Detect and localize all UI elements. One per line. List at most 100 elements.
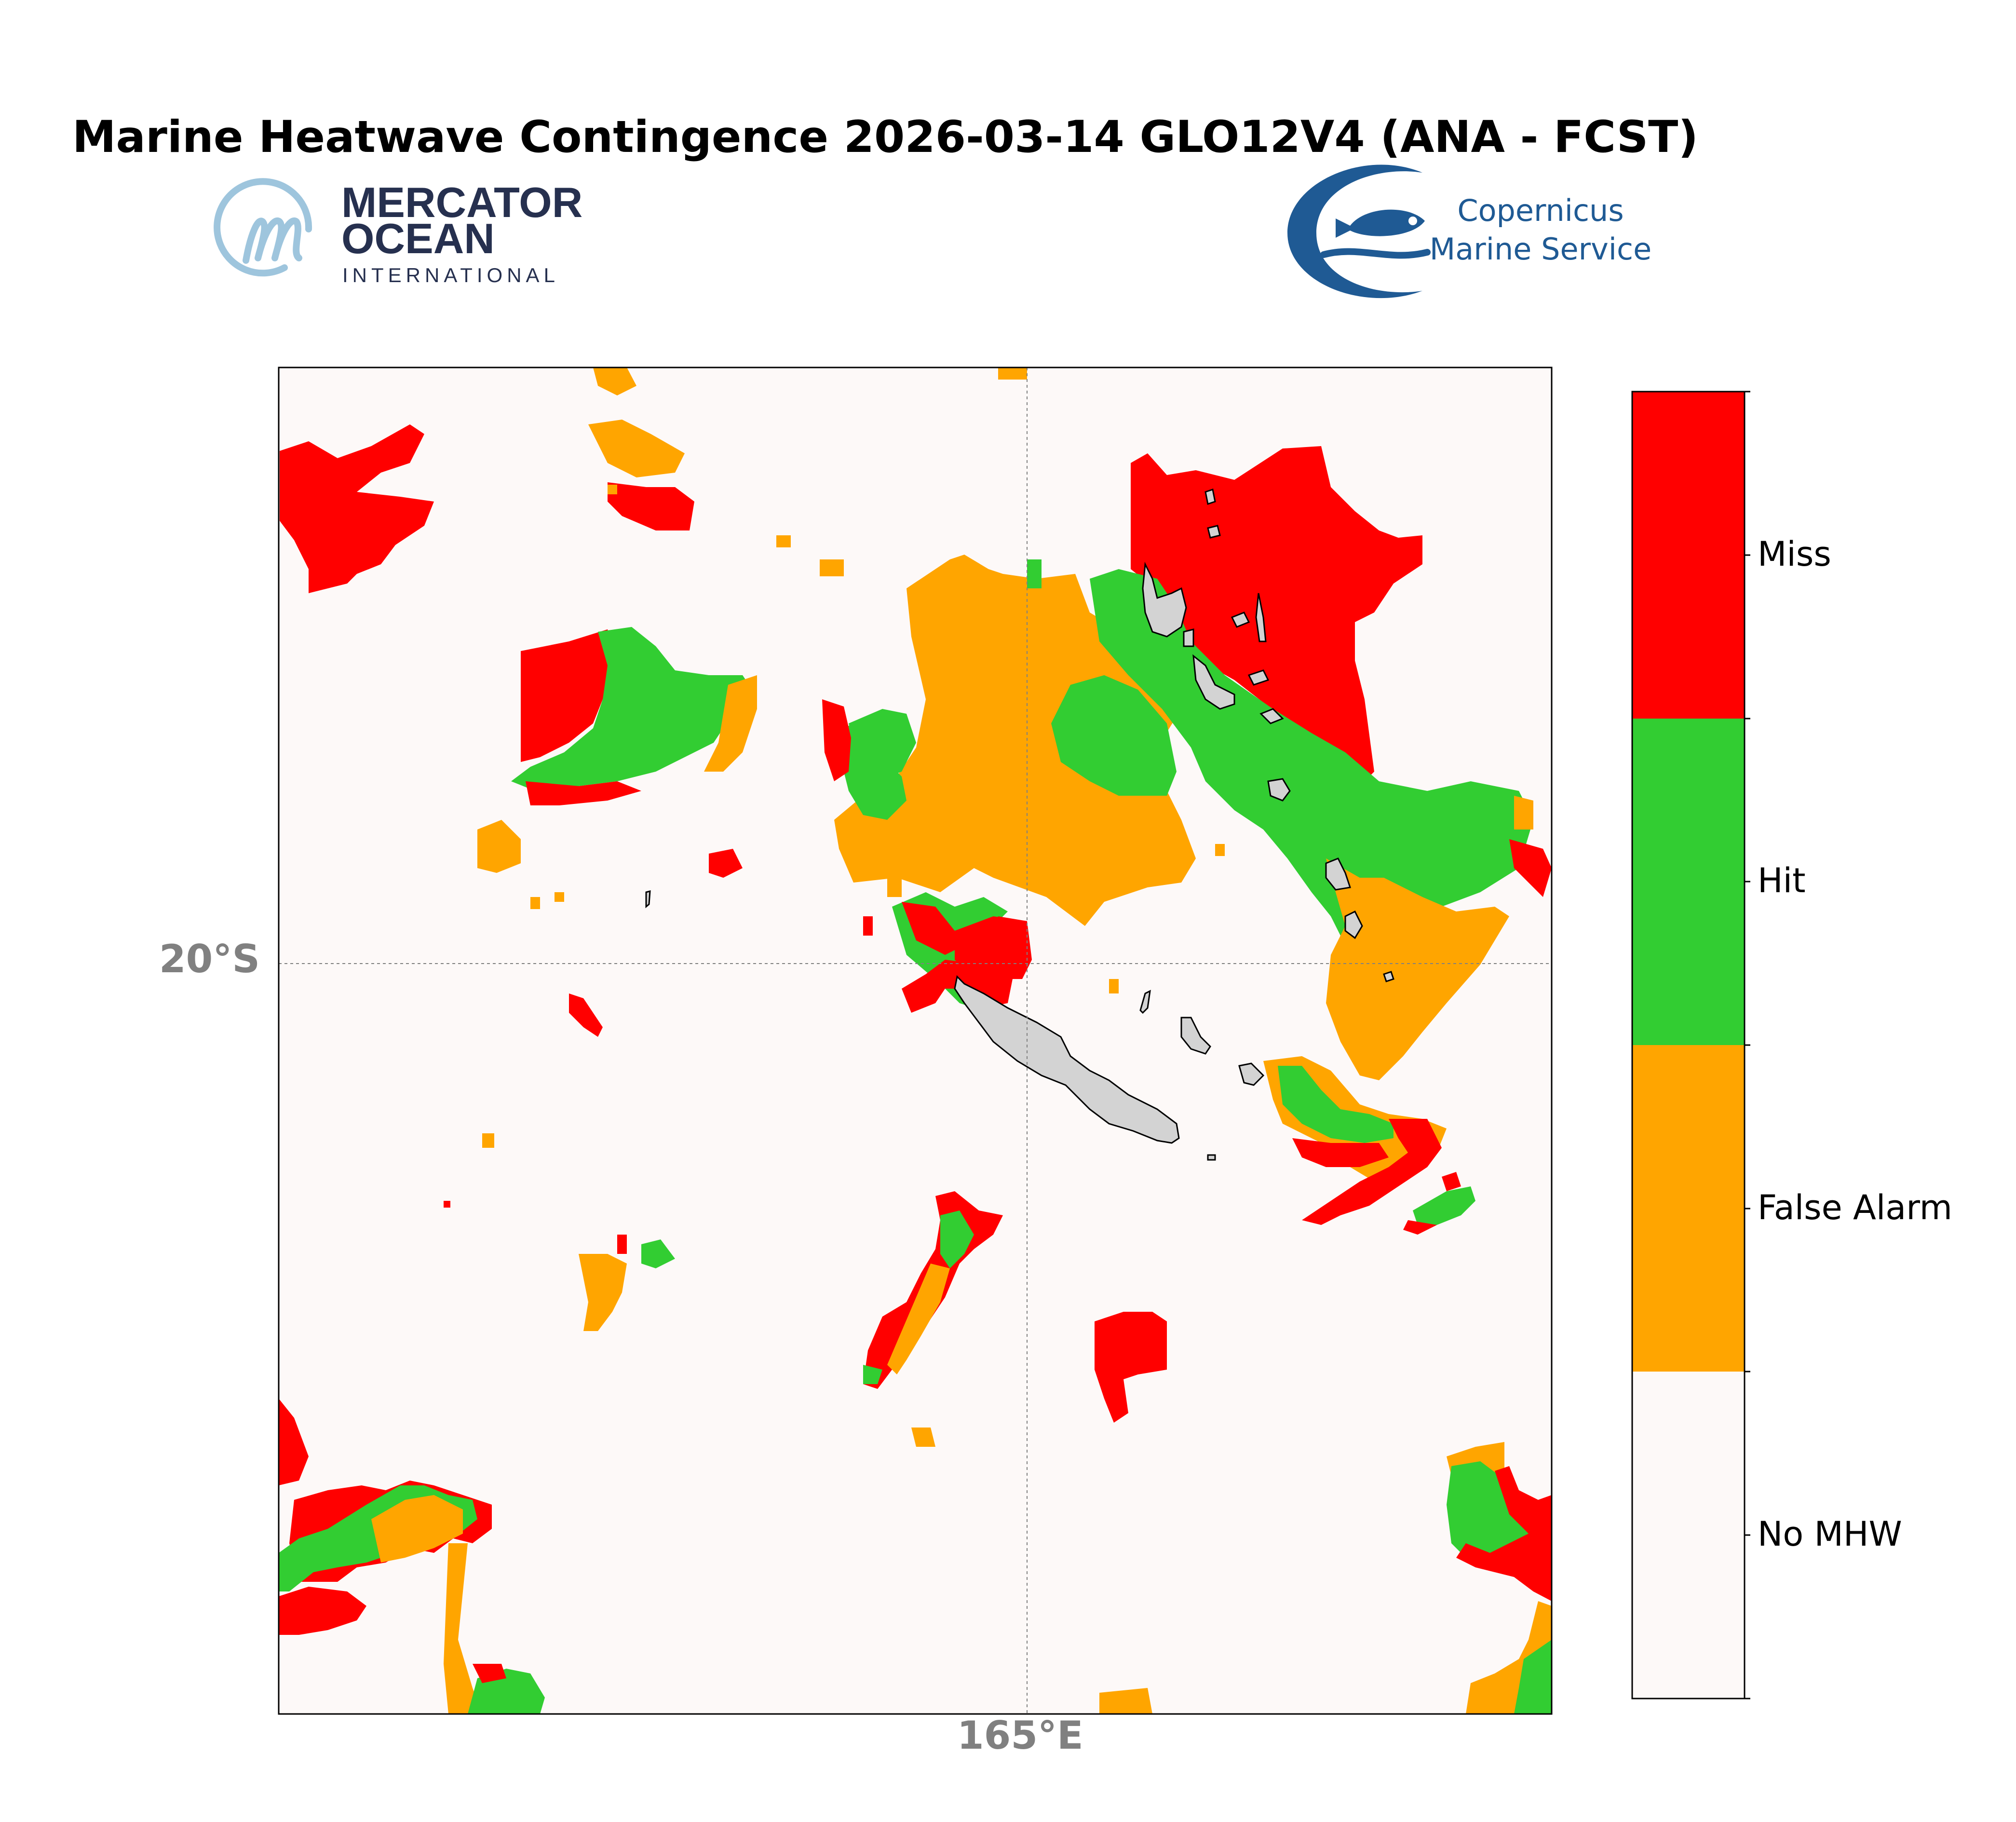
false-alarm-patch	[444, 1543, 482, 1714]
land-masses	[645, 489, 1394, 1161]
false-alarm-patch	[371, 1495, 463, 1563]
miss-patch	[526, 781, 641, 805]
false-alarm-patch	[704, 675, 757, 772]
mercator-ocean-logo: MERCATOR OCEAN INTERNATIONAL	[214, 178, 582, 286]
hit-patch	[641, 1239, 675, 1268]
miss-patch	[473, 1664, 506, 1683]
hit-patch	[1027, 559, 1042, 588]
false-alarm-patch	[1514, 796, 1533, 829]
vanuatu-island	[1183, 628, 1194, 647]
colorbar	[1631, 391, 1750, 1700]
colorbar-false-alarm-swatch	[1632, 1045, 1745, 1372]
miss-patch	[1442, 1172, 1461, 1191]
hit-patch	[511, 627, 752, 791]
vanuatu-island	[1247, 669, 1270, 686]
miss-patch	[279, 1399, 309, 1485]
vanuatu-island	[1207, 525, 1221, 539]
false-alarm-patch	[887, 878, 902, 897]
mercator-line3: INTERNATIONAL	[342, 264, 559, 286]
loyalty-island	[1238, 1062, 1265, 1086]
miss-patch	[444, 1201, 450, 1208]
miss-patch	[617, 1235, 627, 1254]
hit-patch	[940, 1210, 974, 1268]
miss-patch	[608, 482, 694, 530]
miss-patch	[863, 916, 873, 936]
new-caledonia-main-island	[954, 975, 1180, 1144]
colorbar-ticks	[1745, 391, 1750, 1700]
vanuatu-island	[1259, 708, 1284, 724]
small-island	[645, 890, 651, 909]
vanuatu-island	[1255, 593, 1267, 642]
vanuatu-island	[1231, 612, 1250, 628]
miss-patch	[1456, 1466, 1552, 1601]
false-alarm-patch	[1099, 1688, 1152, 1714]
miss-patch	[1292, 1138, 1389, 1167]
miss-patch	[1403, 1220, 1437, 1235]
colorbar-no-mhw-swatch	[1632, 1372, 1745, 1699]
fish-crescent-logo-icon	[1287, 164, 1431, 299]
miss-patch	[521, 629, 617, 762]
hit-patch	[1278, 1066, 1394, 1143]
false-alarm-patch	[482, 1133, 494, 1148]
legend-label-miss: Miss	[1758, 534, 1831, 574]
map-frame	[278, 367, 1553, 1715]
hit-patch	[1514, 1640, 1552, 1714]
false-alarm-patch	[593, 367, 636, 395]
vanuatu-island	[1267, 778, 1291, 802]
small-island	[1207, 1154, 1216, 1161]
false-alarm-patch	[1215, 844, 1225, 856]
miss-patch	[279, 1587, 366, 1635]
false-alarm-patch	[887, 1264, 950, 1374]
hit-patch	[863, 1365, 882, 1384]
false-alarm-patch	[998, 367, 1027, 380]
false-alarm-patch	[477, 820, 521, 873]
colorbar-miss-swatch	[1632, 392, 1745, 719]
miss-patch	[709, 849, 743, 878]
miss-patch	[955, 936, 1017, 979]
mercator-line2: OCEAN	[341, 215, 495, 262]
vanuatu-island	[1204, 489, 1216, 505]
miss-patch	[569, 993, 603, 1037]
vanuatu-island	[1142, 561, 1187, 638]
miss-patch	[1131, 446, 1422, 786]
false-alarm-patch	[579, 1254, 627, 1331]
legend-label-no-mhw: No MHW	[1758, 1514, 1902, 1554]
false-alarm-patch	[608, 485, 617, 494]
false-alarm-patch	[588, 420, 685, 477]
copernicus-line2: Marine Service	[1430, 231, 1652, 267]
loyalty-island	[1180, 1017, 1211, 1055]
map-title: Marine Heatwave Contingence 2026-03-14 G…	[72, 112, 1698, 163]
vanuatu-island	[1383, 971, 1394, 982]
loyalty-island	[1139, 990, 1151, 1014]
false-alarm-patch	[555, 892, 564, 902]
false-alarm-patch	[776, 535, 791, 547]
mercator-line1: MERCATOR	[341, 178, 582, 226]
hit-patch	[849, 709, 916, 781]
mhw-category-patches	[279, 367, 1552, 1714]
false-alarm-patch	[530, 897, 540, 909]
vanuatu-island	[1325, 857, 1351, 891]
vanuatu-island	[1344, 910, 1363, 939]
miss-patch	[1302, 1119, 1442, 1225]
miss-patch	[280, 424, 434, 593]
copernicus-line1: Copernicus	[1457, 193, 1624, 228]
mercator-m-logo-icon	[214, 178, 312, 277]
false-alarm-patch	[911, 1428, 935, 1447]
longitude-label: 165°E	[957, 1713, 1083, 1758]
hit-patch	[1051, 675, 1177, 796]
vanuatu-island	[1192, 654, 1235, 710]
copernicus-marine-logo: Copernicus Marine Service	[1287, 164, 1652, 299]
gridlines	[279, 367, 1552, 1714]
false-alarm-patch	[1109, 979, 1119, 993]
colorbar-hit-swatch	[1632, 719, 1745, 1045]
legend-label-false-alarm: False Alarm	[1758, 1188, 1952, 1227]
false-alarm-patch	[1326, 858, 1509, 1080]
miss-patch	[1509, 839, 1552, 897]
latitude-label: 20°S	[159, 937, 260, 981]
miss-patch	[822, 699, 851, 781]
false-alarm-patch	[820, 559, 844, 576]
miss-patch	[1095, 1312, 1167, 1423]
hit-patch	[1413, 1186, 1475, 1225]
legend-label-hit: Hit	[1758, 861, 1806, 900]
